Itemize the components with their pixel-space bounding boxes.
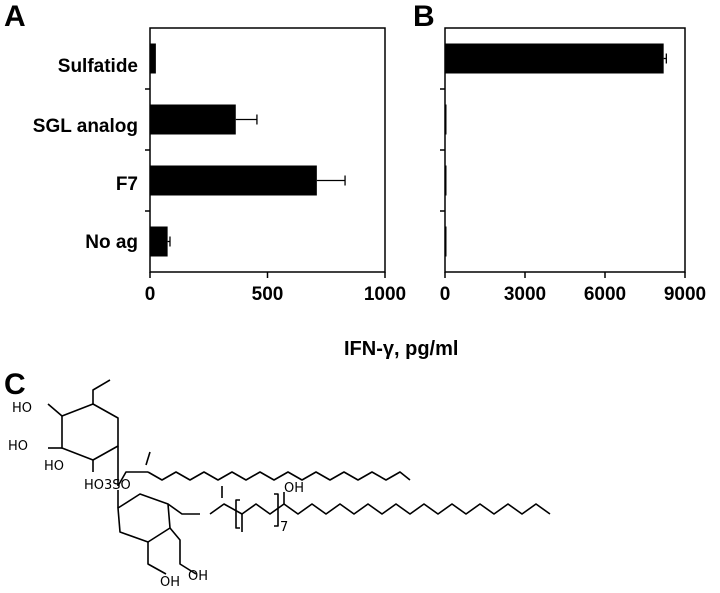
x-tick-label-a-0: 0 [145, 284, 156, 305]
bar-a-2 [150, 165, 317, 196]
structure-label-oh-1: OH [284, 481, 304, 496]
structure-label-repeat: 7 [280, 520, 288, 535]
bar-b-1 [445, 104, 447, 135]
panel-label-b: B [413, 0, 435, 33]
bar-a-0 [150, 43, 156, 74]
x-tick-label-a-2: 1000 [364, 284, 406, 305]
category-label-no-ag: No ag [85, 232, 138, 253]
x-tick-label-b-3: 9000 [664, 284, 706, 305]
structure-label-oh-2: OH [188, 569, 208, 584]
structure-label-ho-2: HO [8, 439, 28, 454]
structure-label-sulfate: HO3SO [84, 478, 131, 493]
panel-label-a: A [4, 0, 26, 33]
x-axis-label: IFN-γ, pg/ml [344, 338, 459, 360]
bar-a-1 [150, 104, 236, 135]
category-label-sulfatide: Sulfatide [57, 56, 138, 77]
category-label-f7: F7 [115, 174, 138, 195]
chart-panel-a: 0 500 1000 [145, 27, 406, 305]
structure-label-oh-3: OH [160, 575, 180, 590]
structure-label-ho-3: HO [44, 459, 64, 474]
bar-b-3 [445, 226, 447, 257]
structure-label-ho-1: HO [12, 401, 32, 416]
x-tick-label-b-2: 6000 [584, 284, 626, 305]
bar-a-3 [150, 226, 168, 257]
x-tick-label-a-1: 500 [252, 284, 284, 305]
bar-b-0 [445, 43, 664, 74]
x-tick-label-b-1: 3000 [504, 284, 546, 305]
chart-panel-b: 0 3000 6000 9000 [440, 27, 706, 305]
category-label-sgl-analog: SGL analog [32, 116, 138, 137]
panel-label-c: C [4, 368, 26, 401]
x-tick-label-b-0: 0 [440, 284, 451, 305]
sulfatide-structure-diagram: HO HO HO HO3SO OH OH OH 7 [8, 379, 551, 590]
bar-b-2 [445, 165, 447, 196]
